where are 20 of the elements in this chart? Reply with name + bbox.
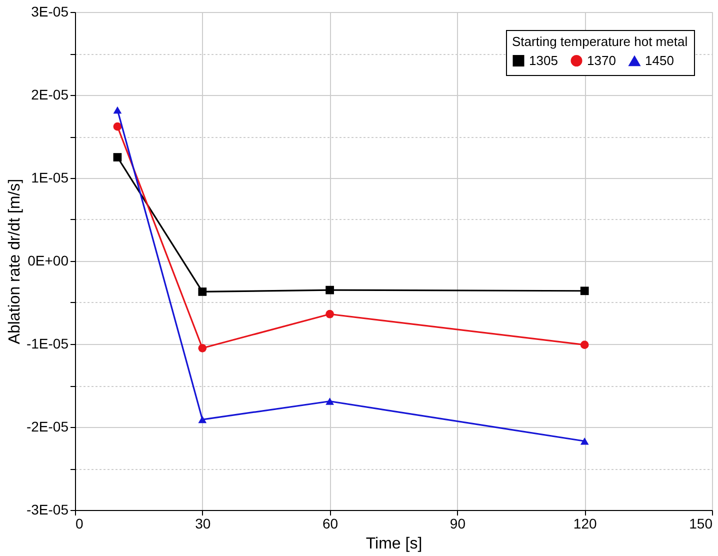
x-tick-label: 60 — [322, 516, 338, 532]
x-tick-label: 30 — [195, 516, 211, 532]
legend-title: Starting temperature hot metal — [512, 34, 688, 49]
legend-label: 1370 — [587, 52, 616, 68]
x-tick-label: 150 — [689, 516, 713, 532]
y-tick-label: 0E+00 — [28, 252, 69, 268]
y-tick-label: -3E-05 — [26, 502, 69, 518]
y-tick-label: 1E-05 — [31, 170, 69, 186]
point — [580, 286, 589, 296]
legend-label: 1450 — [645, 53, 674, 68]
x-tick-label: 120 — [573, 516, 597, 532]
legend-label: 1305 — [529, 52, 558, 68]
y-tick-label: 3E-05 — [31, 4, 69, 20]
x-axis-title: Time [s] — [366, 536, 422, 552]
y-tick-label: 2E-05 — [31, 86, 69, 102]
y-axis-title: Ablation rate dr/dt [m/s] — [6, 178, 24, 344]
y-tick-label: -1E-05 — [26, 336, 69, 352]
x-tick-label: 90 — [450, 516, 466, 532]
y-tick-label: -2E-05 — [26, 418, 69, 434]
x-tick-label: 0 — [76, 516, 84, 532]
